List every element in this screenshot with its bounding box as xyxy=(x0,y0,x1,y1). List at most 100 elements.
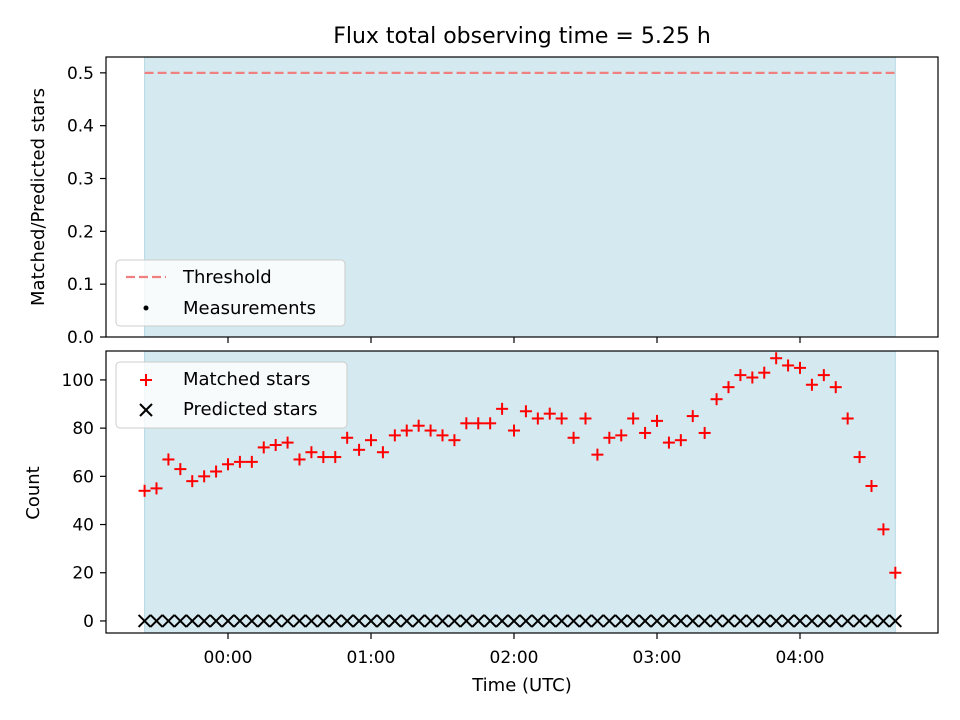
bottom-y-tick-label-3: 60 xyxy=(72,467,94,487)
top-y-tick-label-3: 0.3 xyxy=(67,170,94,190)
matched-star-point xyxy=(269,439,282,451)
predicted-star-point xyxy=(233,614,247,628)
predicted-star-point xyxy=(674,614,688,628)
matched-star-point xyxy=(293,453,306,466)
predicted-star-point xyxy=(686,614,700,628)
predicted-star-point xyxy=(257,614,271,628)
predicted-star-point xyxy=(626,614,640,628)
matched-star-point xyxy=(257,441,270,454)
predicted-star-point xyxy=(221,614,235,628)
x-tick-label-1: 01:00 xyxy=(347,648,396,668)
matched-star-point xyxy=(519,405,532,418)
predicted-star-point xyxy=(817,614,831,628)
x-tick-label-0: 00:00 xyxy=(204,648,253,668)
matched-star-point xyxy=(853,451,866,464)
legend-measurements-swatch xyxy=(143,305,149,311)
matched-star-point xyxy=(400,424,413,437)
predicted-star-point xyxy=(435,614,450,628)
matched-star-point xyxy=(758,366,771,379)
predicted-star-point xyxy=(531,614,545,628)
predicted-star-point xyxy=(161,614,176,628)
x-tick-label-4: 04:00 xyxy=(776,648,825,668)
matched-star-point xyxy=(841,412,854,425)
legend-measurements-label: Measurements xyxy=(183,298,316,319)
matched-star-point xyxy=(674,434,687,447)
predicted-star-point xyxy=(447,614,462,628)
top-y-tick-label-0: 0.0 xyxy=(67,328,94,348)
predicted-star-point xyxy=(662,614,676,628)
predicted-star-point xyxy=(471,614,485,628)
matched-star-point xyxy=(353,443,366,456)
matched-star-point xyxy=(794,361,806,374)
matched-star-point xyxy=(150,482,163,495)
predicted-star-point xyxy=(793,614,807,628)
predicted-star-point xyxy=(316,614,331,628)
predicted-star-point xyxy=(209,614,223,628)
matched-star-point xyxy=(543,407,556,420)
predicted-star-point xyxy=(864,614,879,628)
predicted-star-point xyxy=(840,614,855,628)
predicted-star-point xyxy=(459,614,474,628)
matched-star-point xyxy=(579,412,592,425)
matched-star-point xyxy=(448,434,461,447)
predicted-star-point xyxy=(423,614,438,628)
matched-star-point xyxy=(186,475,199,488)
matched-star-point xyxy=(805,378,818,391)
matched-star-point xyxy=(662,436,675,449)
matched-star-point xyxy=(591,448,604,461)
matched-star-point xyxy=(877,523,890,536)
matched-star-point xyxy=(424,424,437,437)
matched-star-point xyxy=(782,359,795,372)
predicted-star-point xyxy=(733,614,748,628)
matched-star-point xyxy=(817,369,830,382)
predicted-star-point xyxy=(304,614,319,628)
bottom-plot-frame xyxy=(105,350,939,634)
predicted-star-point xyxy=(364,614,378,628)
bottom-y-tick-label-2: 40 xyxy=(72,516,94,536)
matched-star-point xyxy=(198,470,211,483)
matched-star-point xyxy=(317,451,330,464)
predicted-star-point xyxy=(137,614,152,628)
top-y-axis: 0.0 0.1 0.2 0.3 0.4 0.5 xyxy=(67,64,106,348)
matched-star-point xyxy=(567,431,580,444)
legend-predicted-label: Predicted stars xyxy=(183,399,317,420)
predicted-star-point xyxy=(745,614,760,628)
top-plot-frame xyxy=(105,56,939,338)
legend-matched-swatch xyxy=(140,374,152,386)
predicted-star-point xyxy=(268,614,283,628)
matched-star-point xyxy=(829,381,842,394)
matched-star-point xyxy=(698,426,711,439)
predicted-star-point xyxy=(376,614,390,628)
bottom-y-tick-label-5: 100 xyxy=(62,371,94,391)
top-y-tick-label-2: 0.2 xyxy=(67,222,94,242)
matched-star-point xyxy=(472,417,485,430)
matched-star-point xyxy=(531,412,544,425)
predicted-star-point xyxy=(829,614,843,628)
matched-star-point xyxy=(376,446,389,459)
bottom-panel: 0 20 40 60 80 100 00:00 01:00 02:00 03:00 04:00 C… xyxy=(23,350,939,696)
matched-star-point xyxy=(233,455,246,468)
matched-star-point xyxy=(281,436,294,449)
predicted-star-point xyxy=(614,614,628,628)
predicted-star-point xyxy=(590,614,605,628)
bottom-y-tick-label-0: 0 xyxy=(83,612,94,632)
x-tick-label-2: 02:00 xyxy=(490,648,539,668)
top-y-tick-label-4: 0.4 xyxy=(67,117,94,137)
matched-star-point xyxy=(341,431,354,444)
predicted-star-point xyxy=(578,614,593,628)
matched-star-point xyxy=(245,455,258,468)
matched-star-point xyxy=(460,417,473,430)
x-axis-label: Time (UTC) xyxy=(471,675,572,696)
top-legend: Threshold Measurements xyxy=(115,259,346,327)
matched-star-point xyxy=(865,479,878,492)
top-y-axis-label: Matched/Predicted stars xyxy=(28,88,49,306)
predicted-star-point xyxy=(566,614,581,628)
predicted-star-point xyxy=(400,614,414,628)
matched-star-point xyxy=(710,393,723,406)
predicted-star-point xyxy=(781,614,795,628)
matched-star-point xyxy=(162,453,175,466)
matched-star-point xyxy=(889,566,902,579)
bottom-data-marks xyxy=(137,352,903,628)
matched-star-point xyxy=(555,412,568,425)
